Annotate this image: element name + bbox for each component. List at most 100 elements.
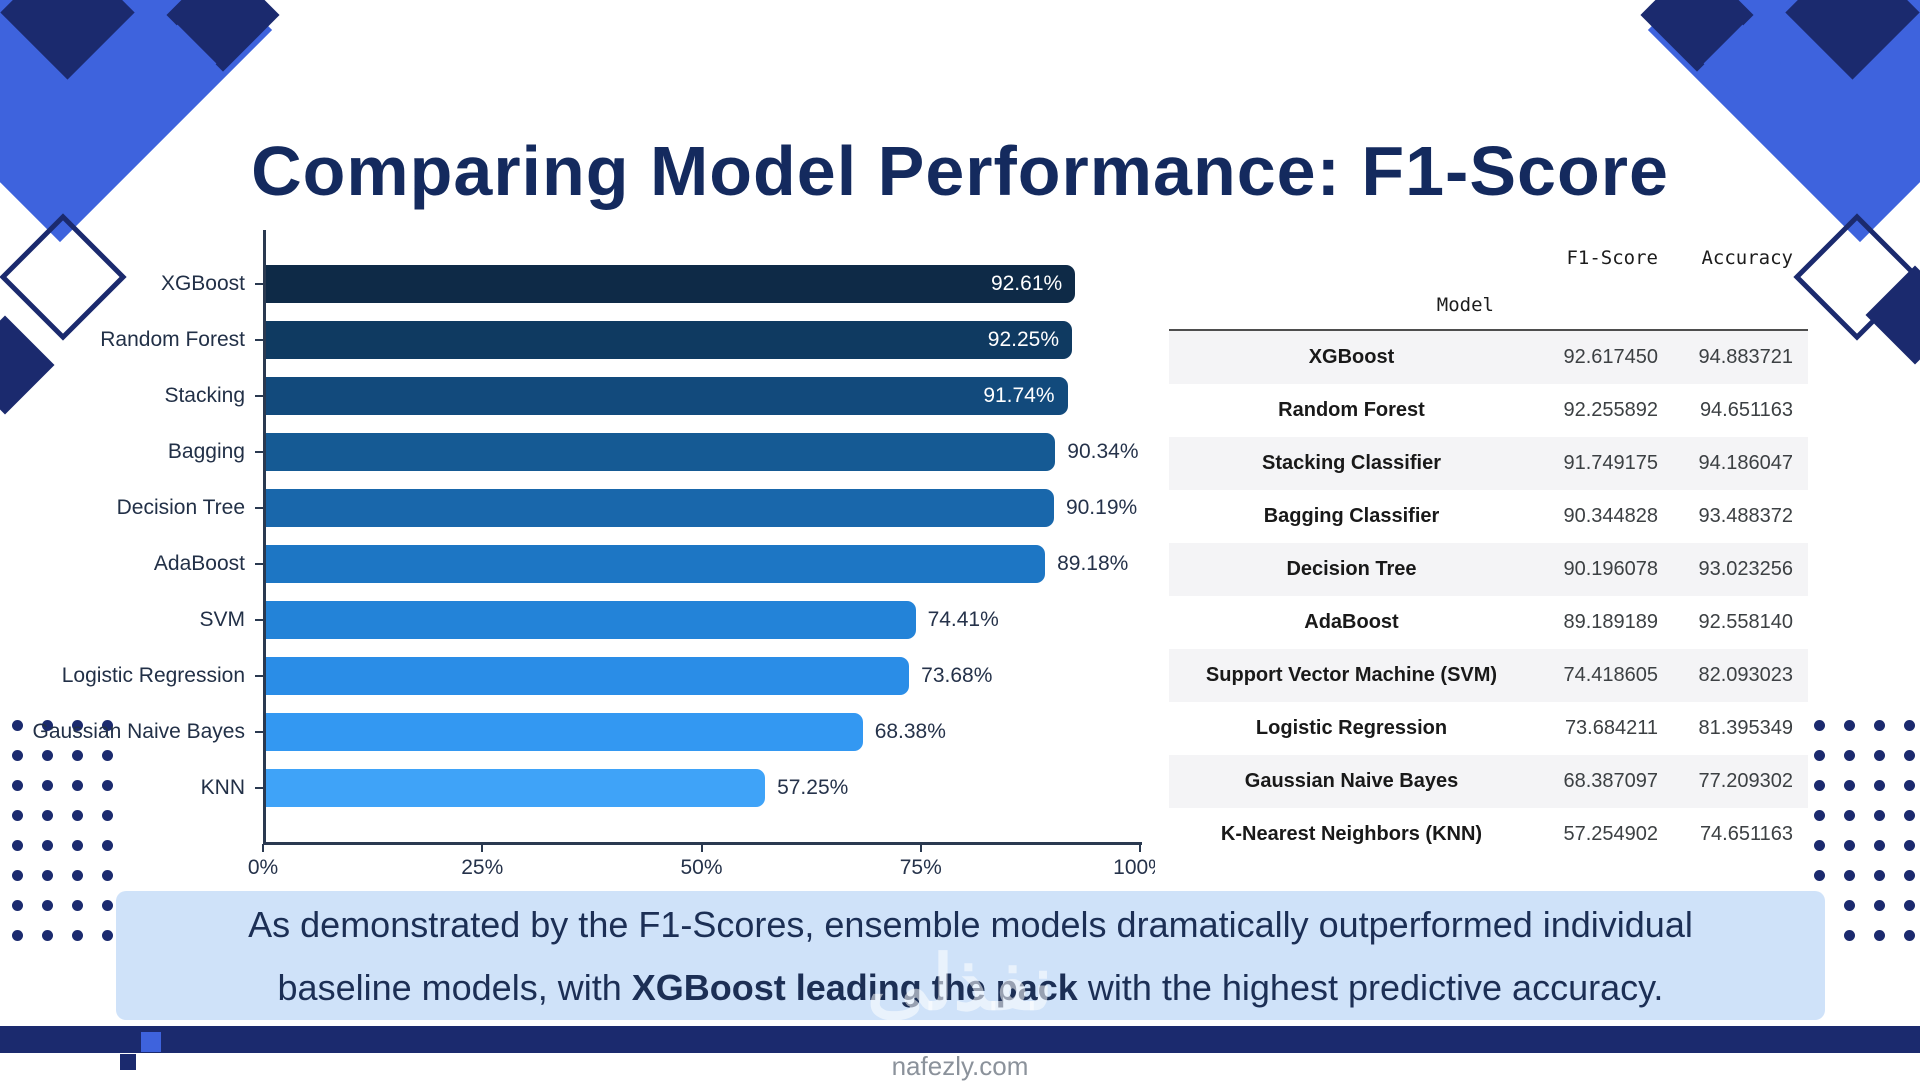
- y-tick: [245, 648, 263, 704]
- decor-dot: [1814, 810, 1825, 821]
- decor-dot: [12, 810, 23, 821]
- bar: 68.38%: [263, 713, 946, 751]
- y-tick: [245, 256, 263, 312]
- table-cell-f1: 74.418605: [1563, 664, 1658, 686]
- decor-dot: [102, 840, 113, 851]
- decor-dot: [42, 870, 53, 881]
- table-cell-model: XGBoost: [1308, 346, 1395, 368]
- table-header-accuracy: Accuracy: [1701, 247, 1793, 269]
- y-axis-label: SVM: [199, 608, 245, 631]
- y-tick: [245, 704, 263, 760]
- chart-plot-area: XGBoost 92.61% Random Forest 92.25%: [30, 230, 1155, 879]
- y-axis-label: KNN: [200, 776, 245, 799]
- decor-dot: [42, 810, 53, 821]
- y-axis-label: Decision Tree: [116, 496, 245, 519]
- x-tick-label: 100%: [1113, 856, 1155, 879]
- y-axis-label: AdaBoost: [153, 552, 245, 575]
- decor-dot: [72, 840, 83, 851]
- table-index-header: Model: [1436, 294, 1494, 316]
- table-row: Logistic Regression 73.684211 81.395349: [1169, 702, 1808, 755]
- decor-dot: [102, 750, 113, 761]
- table-cell-model: Logistic Regression: [1255, 717, 1448, 739]
- bar-track: 73.68%: [263, 657, 1140, 695]
- watermark-logo: نفذلي: [867, 941, 1053, 1026]
- decor-dot: [102, 780, 113, 791]
- x-tick-mark: [262, 844, 264, 852]
- decor-dot: [1844, 720, 1855, 731]
- decor-dot: [1844, 870, 1855, 881]
- table-cell-accuracy: 93.488372: [1698, 505, 1793, 527]
- x-tick-mark: [700, 844, 703, 852]
- callout-line2-after: with the highest predictive accuracy.: [1077, 966, 1664, 1008]
- x-tick-mark: [1139, 844, 1141, 852]
- watermark-site: nafezly.com: [891, 1051, 1029, 1081]
- table-cell-accuracy: 92.558140: [1698, 611, 1793, 633]
- callout-text: As demonstrated by the F1-Scores, ensemb…: [248, 893, 1693, 1019]
- bar-value-label: 74.41%: [927, 608, 999, 631]
- decor-dot: [1874, 900, 1885, 911]
- bar-row: SVM 74.41%: [30, 592, 1140, 648]
- y-tick: [245, 480, 263, 536]
- decor-dot: [1844, 810, 1855, 821]
- table-row: AdaBoost 89.189189 92.558140: [1169, 596, 1808, 649]
- decor-dot: [72, 810, 83, 821]
- decor-dot-grid-right: [1814, 720, 1915, 941]
- bar-track: 89.18%: [263, 545, 1140, 583]
- decor-dot: [1844, 750, 1855, 761]
- decor-square-blue-bl: [141, 1032, 161, 1052]
- y-axis-label: Random Forest: [100, 328, 245, 351]
- bar-track: 92.61%: [263, 265, 1140, 303]
- bar-value-label: 90.19%: [1065, 496, 1138, 519]
- x-tick-mark: [919, 844, 922, 852]
- table-row: Gaussian Naive Bayes 68.387097 77.209302: [1169, 755, 1808, 808]
- table-row: K-Nearest Neighbors (KNN) 57.254902 74.6…: [1169, 808, 1808, 861]
- table-cell-model: AdaBoost: [1304, 611, 1399, 633]
- x-tick-label: 50%: [680, 856, 723, 879]
- table-cell-model: Stacking Classifier: [1262, 452, 1441, 474]
- bar-value-label: 89.18%: [1057, 552, 1129, 575]
- table-cell-model: K-Nearest Neighbors (KNN): [1220, 823, 1483, 845]
- callout-line1: As demonstrated by the F1-Scores, ensemb…: [248, 903, 1693, 945]
- bar: 73.68%: [263, 657, 992, 695]
- bar-row: Logistic Regression 73.68%: [30, 648, 1140, 704]
- bar: 92.61%: [263, 265, 1076, 303]
- bar-row: Gaussian Naive Bayes 68.38%: [30, 704, 1140, 760]
- decor-dot: [12, 870, 23, 881]
- decor-dot: [42, 930, 53, 941]
- x-axis: 0% 25% 50% 75% 1: [248, 844, 1155, 889]
- table-header-divider: [1169, 329, 1808, 331]
- decor-dot: [1844, 780, 1855, 791]
- decor-dot: [1814, 780, 1825, 791]
- bar-track: 68.38%: [263, 713, 1140, 751]
- table-body: XGBoost 92.617450 94.883721 Random Fores…: [1169, 331, 1808, 861]
- decor-dot: [1904, 870, 1915, 881]
- x-axis-spine: [263, 842, 1142, 845]
- table-cell-f1: 90.196078: [1563, 558, 1658, 580]
- bar-track: 90.19%: [263, 489, 1140, 527]
- decor-dot: [1904, 720, 1915, 731]
- bar-value-label: 92.25%: [987, 328, 1060, 351]
- y-tick: [245, 536, 263, 592]
- table-cell-accuracy: 81.395349: [1698, 717, 1793, 739]
- table-cell-f1: 57.254902: [1563, 823, 1658, 845]
- bar-row: Stacking 91.74%: [30, 368, 1140, 424]
- bar-value-label: 92.61%: [990, 272, 1063, 295]
- table-cell-accuracy: 94.651163: [1699, 399, 1793, 421]
- y-axis-label: XGBoost: [160, 272, 245, 295]
- decor-dot: [1904, 840, 1915, 851]
- bar: 74.41%: [263, 601, 999, 639]
- callout-line2-before: baseline models, with: [277, 966, 632, 1008]
- x-tick-label: 75%: [899, 856, 942, 879]
- decor-dot: [1874, 840, 1885, 851]
- decor-dot: [72, 930, 83, 941]
- decor-dot: [42, 840, 53, 851]
- decor-dot: [12, 720, 23, 731]
- bar: 89.18%: [263, 545, 1128, 583]
- table-row: Bagging Classifier 90.344828 93.488372: [1169, 490, 1808, 543]
- table-cell-model: Bagging Classifier: [1263, 505, 1440, 527]
- table-row: Decision Tree 90.196078 93.023256: [1169, 543, 1808, 596]
- table-row: Support Vector Machine (SVM) 74.418605 8…: [1169, 649, 1808, 702]
- bar-row: Bagging 90.34%: [30, 424, 1140, 480]
- decor-dot: [1874, 930, 1885, 941]
- table-row: XGBoost 92.617450 94.883721: [1169, 331, 1808, 384]
